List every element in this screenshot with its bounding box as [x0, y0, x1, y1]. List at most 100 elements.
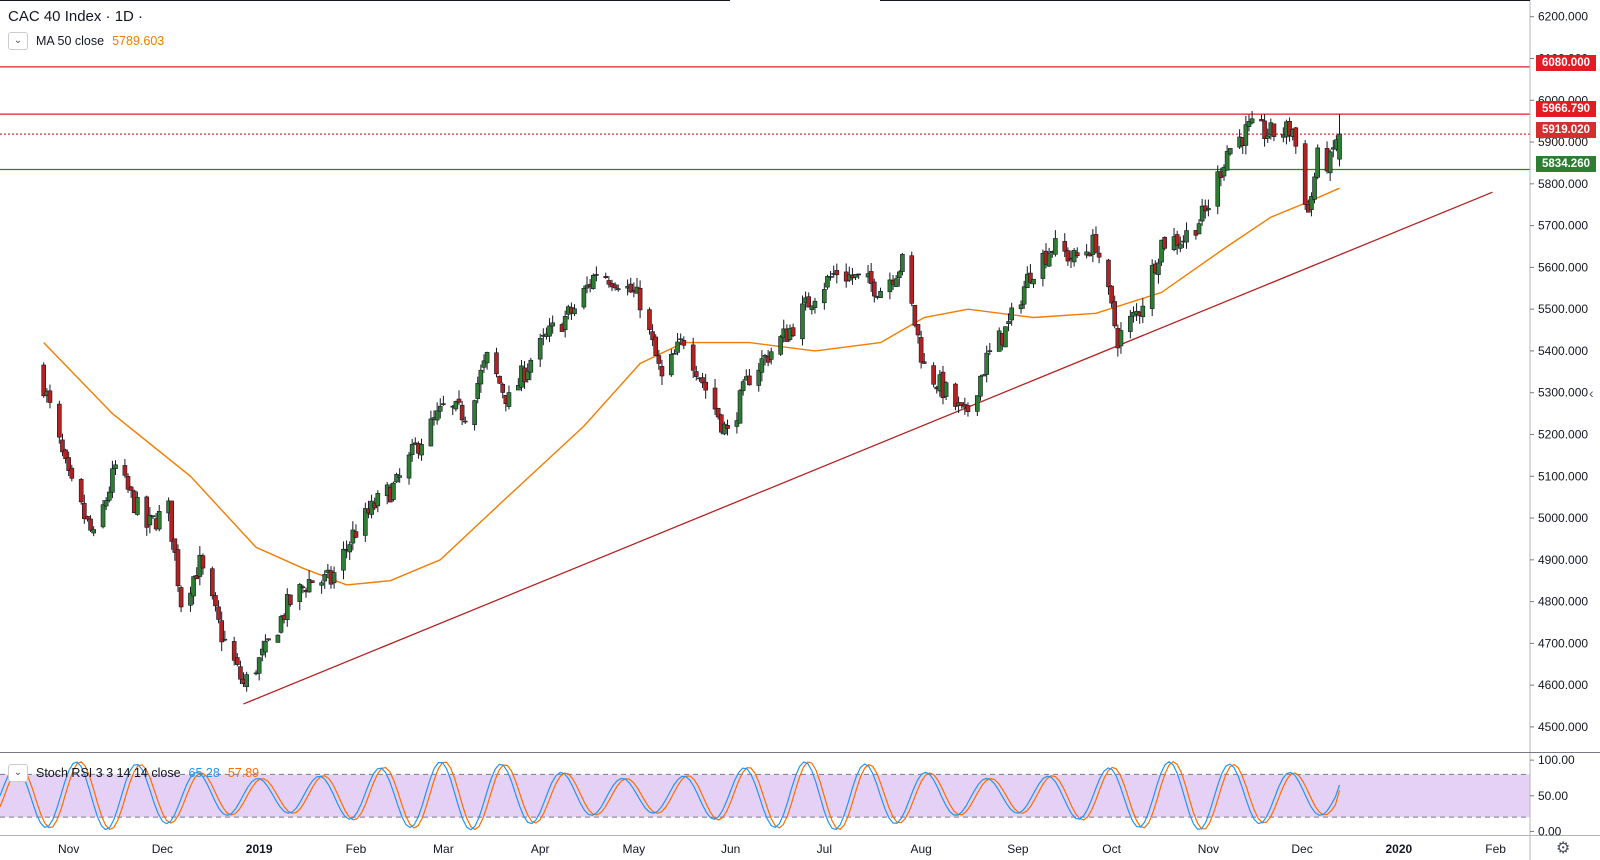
candle-body	[1156, 262, 1161, 275]
candle-body	[834, 270, 840, 276]
time-axis-label: 2019	[246, 842, 273, 856]
candle-body	[1259, 119, 1264, 122]
candle-body	[178, 587, 184, 608]
candle-body	[1243, 124, 1249, 146]
candle-body	[110, 468, 115, 493]
candle-body	[481, 360, 487, 368]
candle-body	[812, 300, 818, 308]
candle-body	[909, 255, 915, 304]
candle-body	[725, 425, 730, 429]
candle-body	[1046, 253, 1052, 267]
candle-body	[959, 402, 965, 406]
candle-body	[659, 365, 665, 377]
candle-body	[1021, 286, 1027, 305]
candle-body	[66, 457, 71, 472]
candle-body	[1177, 243, 1183, 249]
candle-body	[1262, 120, 1267, 139]
candle-body	[678, 338, 683, 341]
candle-body	[681, 340, 687, 346]
candle-body	[500, 383, 506, 393]
candle-body	[915, 324, 921, 336]
candle-body	[462, 420, 468, 423]
candle-body	[856, 273, 861, 276]
candle-body	[1118, 330, 1124, 347]
price-tick-label: 5400.000	[1538, 344, 1588, 358]
candle-body	[1224, 151, 1230, 171]
time-axis-label: Apr	[531, 842, 550, 856]
price-tick-label: 5900.000	[1538, 135, 1588, 149]
candle-body	[547, 325, 552, 337]
chevron-down-icon[interactable]: ⌄	[8, 764, 28, 782]
candle-body	[437, 405, 443, 412]
candle-body	[1093, 234, 1099, 253]
rsi-tick-label: 0.00	[1538, 824, 1562, 838]
candle-body	[235, 657, 240, 665]
candle-body	[106, 491, 112, 501]
chevron-down-icon[interactable]: ⌄	[8, 32, 28, 50]
candle-body	[650, 331, 655, 341]
candle-body	[475, 383, 481, 399]
time-axis-label: Dec	[1291, 842, 1312, 856]
candle-body	[1215, 171, 1221, 207]
candle-body	[256, 657, 262, 674]
candle-body	[1337, 133, 1342, 160]
candle-body	[1174, 234, 1180, 246]
rsi-tick-label: 100.00	[1538, 753, 1575, 767]
time-axis-label: Oct	[1102, 842, 1121, 856]
candle-body	[778, 336, 783, 355]
scroll-handle-icon[interactable]: ‹	[1589, 385, 1594, 401]
candle-body	[612, 284, 618, 289]
candle-body	[1062, 241, 1068, 252]
candle-body	[441, 403, 446, 405]
candle-body	[800, 303, 805, 340]
candle-body	[594, 274, 599, 276]
candle-body	[1106, 259, 1111, 288]
candle-body	[150, 515, 156, 517]
price-tag-5919: 5919.020	[1536, 122, 1596, 138]
stoch-rsi-k-line	[0, 761, 1341, 831]
candle-body	[1071, 250, 1077, 263]
candle-body	[1287, 120, 1292, 136]
gear-icon[interactable]: ⚙	[1556, 840, 1571, 857]
candle-body	[712, 387, 718, 410]
candle-body	[406, 454, 412, 479]
candle-body	[768, 351, 774, 360]
candle-body	[606, 280, 612, 285]
candle-body	[1128, 315, 1133, 332]
candle-body	[82, 502, 87, 519]
candle-body	[550, 322, 555, 327]
candle-body	[391, 482, 396, 500]
price-tick-label: 5500.000	[1538, 302, 1588, 316]
candle-body	[309, 580, 315, 584]
candle-body	[653, 336, 659, 356]
candle-body	[825, 276, 830, 288]
ma-legend: ⌄ MA 50 close 5789.603	[8, 32, 164, 50]
candle-body	[103, 500, 109, 507]
candle-body	[213, 595, 218, 607]
rsi-d-value: 57.89	[227, 766, 260, 780]
candle-body	[306, 579, 312, 593]
candle-body	[216, 606, 221, 620]
candle-body	[871, 281, 877, 297]
price-tick-label: 5700.000	[1538, 219, 1588, 233]
time-axis-label: Mar	[433, 842, 454, 856]
candle-body	[57, 403, 62, 438]
candle-body	[1196, 223, 1202, 235]
candle-body	[700, 377, 705, 384]
candle-body	[125, 475, 131, 490]
candle-body	[172, 538, 178, 553]
candle-body	[1312, 176, 1317, 200]
candle-body	[263, 640, 268, 653]
candle-body	[921, 361, 927, 364]
time-axis-label: Nov	[1198, 842, 1219, 856]
candle-body	[300, 586, 306, 589]
time-axis-label: 2020	[1386, 842, 1413, 856]
candle-body	[506, 392, 512, 407]
candle-body	[747, 375, 752, 386]
candle-body	[1074, 252, 1080, 257]
price-tick-label: 6200.000	[1538, 10, 1588, 24]
candle-body	[637, 287, 643, 311]
candle-body	[1227, 148, 1233, 155]
candle-body	[210, 568, 215, 597]
